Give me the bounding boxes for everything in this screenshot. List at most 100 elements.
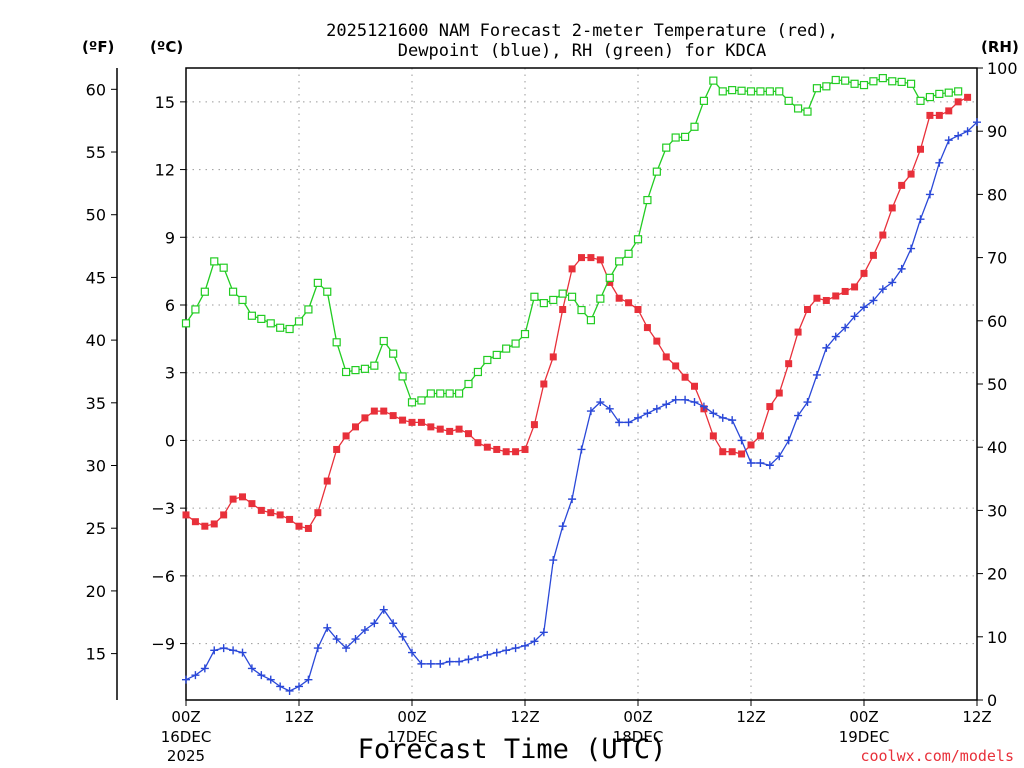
- rh-point: [586, 316, 596, 325]
- celsius-tick-label: 12: [155, 161, 175, 180]
- 2-meter-temperature-point: [615, 294, 623, 302]
- 2-meter-temperature-point: [756, 432, 764, 440]
- 2-meter-temperature-point: [879, 231, 887, 239]
- 2-meter-temperature-point: [578, 254, 585, 262]
- dewpoint-point: [634, 413, 642, 422]
- 2-meter-temperature-point: [691, 382, 698, 390]
- rh-point: [398, 372, 407, 381]
- 2-meter-temperature-point: [794, 328, 802, 336]
- 2-meter-temperature-point: [888, 204, 896, 212]
- dewpoint-point: [671, 395, 680, 404]
- 2-meter-temperature-point: [229, 495, 237, 503]
- 2-meter-temperature-point: [512, 448, 520, 456]
- 2-meter-temperature-point: [841, 287, 849, 295]
- 2-meter-temperature-point: [220, 511, 228, 519]
- 2-meter-temperature-point: [417, 418, 425, 426]
- dewpoint-point: [954, 131, 963, 140]
- 2-meter-temperature-point: [926, 111, 934, 119]
- 2-meter-temperature-point: [851, 283, 859, 291]
- dewpoint-series: [182, 118, 981, 695]
- celsius-unit-label: (ºC): [150, 38, 183, 56]
- rh-point: [756, 87, 765, 96]
- 2-meter-temperature-point: [964, 93, 972, 101]
- rh-point: [483, 355, 492, 365]
- rh-point: [728, 86, 737, 95]
- fahrenheit-tick-label: 35: [86, 394, 106, 413]
- rh-unit-label: (RH): [981, 38, 1019, 56]
- dewpoint-point: [699, 402, 708, 411]
- 2-meter-temperature-point: [747, 441, 755, 449]
- rh-point: [737, 86, 746, 95]
- fahrenheit-tick-label: 40: [86, 331, 106, 350]
- rh-point: [699, 96, 709, 105]
- celsius-tick-label: 6: [165, 296, 175, 315]
- dewpoint-point: [210, 646, 219, 655]
- dewpoint-point: [935, 158, 944, 167]
- dewpoint-point: [775, 452, 784, 461]
- rh-point: [633, 235, 643, 244]
- 2-meter-temperature-point: [370, 407, 378, 415]
- 2-meter-temperature-point: [295, 522, 303, 530]
- rh-point: [313, 278, 322, 287]
- rh-point: [266, 319, 275, 328]
- rh-point: [191, 305, 200, 314]
- dewpoint-point: [558, 522, 567, 531]
- dewpoint-point: [295, 682, 303, 691]
- rh-line: [185, 77, 959, 404]
- rh-point: [257, 314, 266, 324]
- 2-meter-temperature-point: [719, 448, 727, 456]
- dewpoint-point: [850, 312, 859, 321]
- 2-meter-temperature-point: [954, 98, 962, 106]
- 2-meter-temperature-point: [869, 251, 877, 259]
- dewpoint-point: [709, 409, 718, 418]
- 2-meter-temperature-point: [446, 427, 454, 435]
- x-tick-date: 16DEC: [161, 728, 212, 746]
- dewpoint-point: [841, 323, 850, 332]
- dewpoint-point: [539, 628, 548, 637]
- 2-meter-temperature-point: [738, 450, 746, 458]
- rh-point: [935, 89, 944, 99]
- rh-point: [238, 295, 247, 305]
- dewpoint-point: [530, 637, 539, 646]
- 2-meter-temperature-point: [267, 509, 275, 517]
- 2-meter-temperature-point: [239, 493, 246, 501]
- 2-meter-temperature-point: [907, 170, 915, 178]
- rh-tick-label: 100: [987, 59, 1018, 78]
- dewpoint-point: [247, 664, 256, 673]
- rh-point: [841, 76, 850, 85]
- 2-meter-temperature-point: [917, 145, 924, 153]
- rh-point: [454, 389, 464, 398]
- rh-point: [332, 338, 341, 347]
- 2-meter-temperature-point: [427, 423, 435, 431]
- 2-meter-temperature-point: [286, 515, 294, 523]
- rh-point: [784, 96, 793, 105]
- celsius-tick-label: −9: [151, 635, 175, 654]
- rh-tick-label: 60: [987, 312, 1007, 331]
- x-tick-label: 12Z: [284, 708, 313, 726]
- 2-meter-temperature-point: [681, 373, 689, 381]
- rh-tick-label: 90: [987, 122, 1007, 141]
- rh-point: [219, 263, 228, 272]
- 2-meter-temperature-point: [728, 448, 736, 456]
- celsius-tick-label: −3: [151, 499, 175, 518]
- rh-point: [511, 339, 520, 348]
- dewpoint-point: [897, 264, 906, 273]
- dewpoint-point: [351, 635, 360, 644]
- 2-meter-temperature-point: [540, 380, 548, 388]
- 2-meter-temperature-line: [185, 96, 968, 530]
- 2-meter-temperature-point: [709, 432, 717, 440]
- dewpoint-point: [464, 655, 473, 664]
- dewpoint-point: [266, 675, 275, 684]
- rh-point: [803, 107, 812, 116]
- dewpoint-point: [907, 244, 916, 253]
- dewpoint-point: [737, 436, 746, 445]
- 2-meter-temperature-point: [804, 306, 811, 314]
- celsius-tick-label: 0: [165, 431, 175, 450]
- dewpoint-point: [765, 461, 774, 470]
- rh-point: [662, 143, 671, 152]
- rh-point: [878, 74, 887, 83]
- 2-meter-temperature-point: [832, 292, 840, 300]
- dewpoint-point: [878, 285, 887, 294]
- rh-point: [228, 287, 238, 296]
- rh-point: [181, 319, 191, 328]
